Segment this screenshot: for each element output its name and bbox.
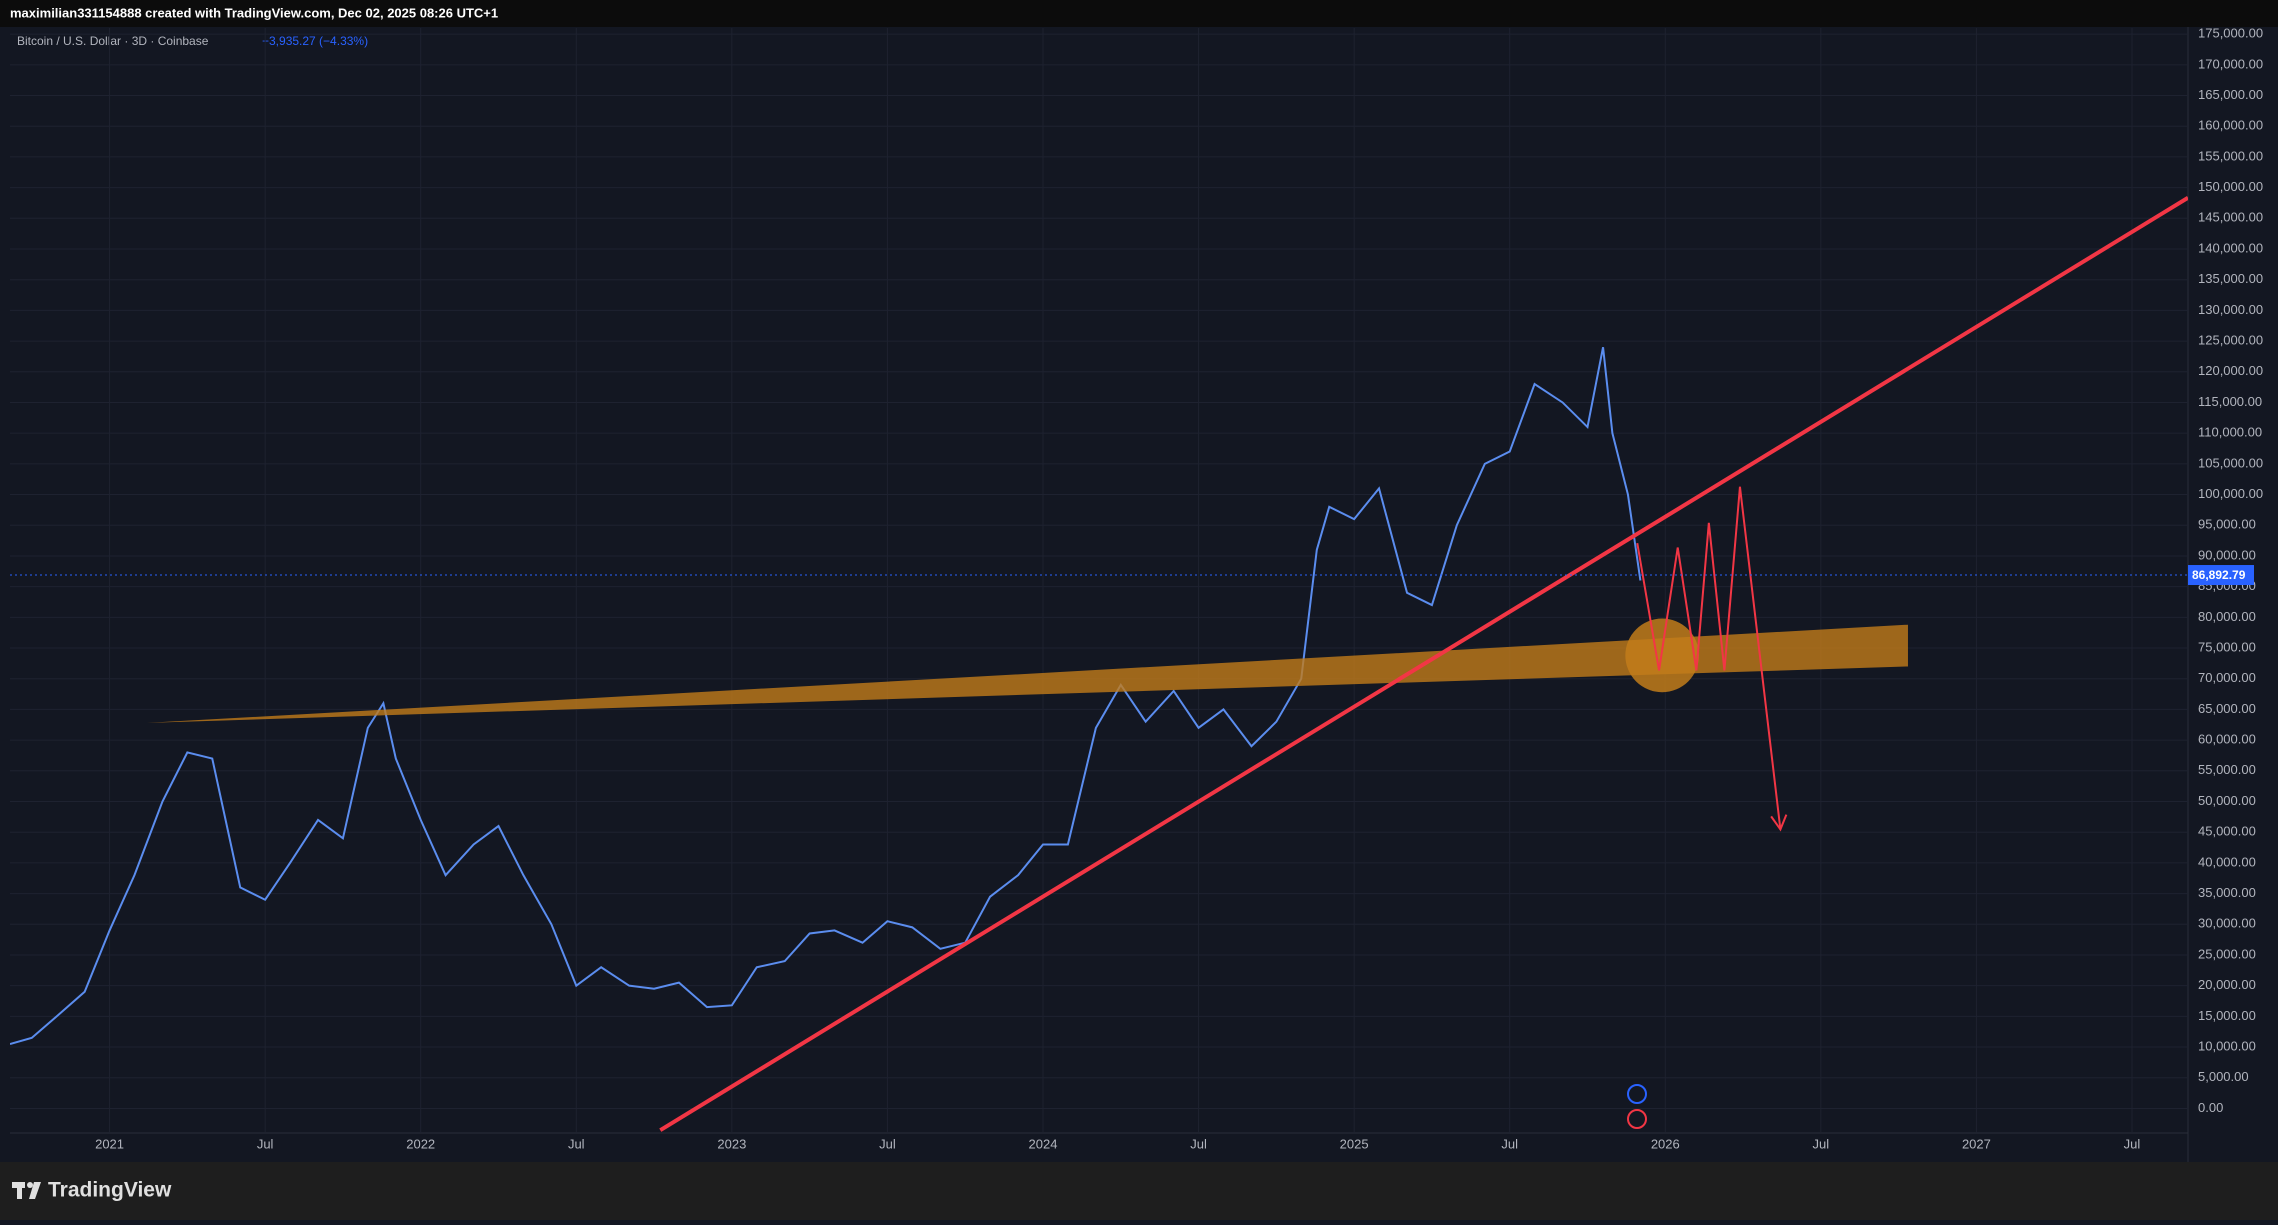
- top-bar: [0, 0, 2278, 27]
- y-tick-label: 110,000.00: [2198, 425, 2262, 440]
- y-tick-label: 15,000.00: [2198, 1008, 2256, 1023]
- y-tick-label: 165,000.00: [2198, 87, 2263, 102]
- x-tick-label: 2022: [406, 1136, 435, 1151]
- y-tick-label: 75,000.00: [2198, 639, 2256, 654]
- x-tick-label: 2023: [717, 1136, 746, 1151]
- arrow-head: [1770, 814, 1788, 832]
- y-tick-label: 140,000.00: [2198, 240, 2263, 255]
- plot: [10, 28, 2188, 1133]
- last-price-box: [2188, 565, 2254, 586]
- y-tick-label: 5,000.00: [2198, 1069, 2249, 1084]
- price-line: [10, 347, 1642, 1045]
- x-tick-label: 2021: [95, 1136, 124, 1151]
- x-tick-label: Jul: [1813, 1136, 1830, 1151]
- y-tick-label: 115,000.00: [2198, 394, 2262, 409]
- x-tick-label: Jul: [2124, 1136, 2141, 1151]
- y-tick-label: 70,000.00: [2198, 670, 2256, 685]
- x-tick-label: 2026: [1651, 1136, 1680, 1151]
- y-tick-label: 0.00: [2198, 1100, 2223, 1115]
- brand: TradingView: [48, 1179, 172, 1202]
- projection-path: [1636, 486, 1782, 830]
- y-tick-label: 120,000.00: [2198, 363, 2263, 378]
- y-tick-label: 170,000.00: [2198, 56, 2263, 71]
- x-tick-label: Jul: [257, 1136, 274, 1151]
- y-tick-label: 125,000.00: [2198, 333, 2263, 348]
- y-tick-label: 160,000.00: [2198, 118, 2263, 133]
- y-tick-label: 65,000.00: [2198, 701, 2256, 716]
- y-tick-label: 40,000.00: [2198, 854, 2256, 869]
- y-tick-label: 45,000.00: [2198, 824, 2256, 839]
- y-tick-label: 135,000.00: [2198, 271, 2263, 286]
- price-change: −3,935.27 (−4.33%): [262, 34, 368, 48]
- support-band: [146, 624, 1908, 723]
- brand-logo: [12, 1182, 41, 1199]
- y-tick-label: 50,000.00: [2198, 793, 2256, 808]
- bottom-bar: [0, 1162, 2278, 1220]
- y-tick-label: 90,000.00: [2198, 547, 2256, 562]
- trendline: [659, 196, 2188, 1132]
- x-tick-label: Jul: [1190, 1136, 1207, 1151]
- y-tick-label: 105,000.00: [2198, 455, 2263, 470]
- y-tick-label: 150,000.00: [2198, 179, 2263, 194]
- y-tick-label: 95,000.00: [2198, 517, 2256, 532]
- x-tick-label: 2027: [1962, 1136, 1991, 1151]
- last-price-label: 86,892.79: [2192, 568, 2246, 582]
- x-tick-label: Jul: [568, 1136, 585, 1151]
- y-tick-label: 10,000.00: [2198, 1038, 2256, 1053]
- x-tick-label: Jul: [1501, 1136, 1518, 1151]
- y-tick-label: 130,000.00: [2198, 302, 2263, 317]
- y-tick-label: 30,000.00: [2198, 916, 2256, 931]
- y-tick-label: 145,000.00: [2198, 210, 2263, 225]
- y-tick-label: 25,000.00: [2198, 946, 2256, 961]
- y-tick-label: 20,000.00: [2198, 977, 2256, 992]
- event-icons: [1627, 1084, 1647, 1129]
- header-text: maximilian331154888 created with Trading…: [10, 5, 498, 20]
- y-tick-label: 155,000.00: [2198, 148, 2263, 163]
- y-tick-label: 100,000.00: [2198, 486, 2263, 501]
- x-tick-label: Jul: [879, 1136, 896, 1151]
- x-tick-label: 2025: [1340, 1136, 1369, 1151]
- y-tick-label: 55,000.00: [2198, 762, 2256, 777]
- y-tick-label: 80,000.00: [2198, 609, 2256, 624]
- y-tick-label: 175,000.00: [2198, 26, 2263, 41]
- symbol-title: Bitcoin / U.S. Dollar · 3D · Coinbase: [17, 34, 209, 48]
- x-tick-label: 2024: [1029, 1136, 1058, 1151]
- y-tick-label: 60,000.00: [2198, 732, 2256, 747]
- y-tick-label: 35,000.00: [2198, 885, 2256, 900]
